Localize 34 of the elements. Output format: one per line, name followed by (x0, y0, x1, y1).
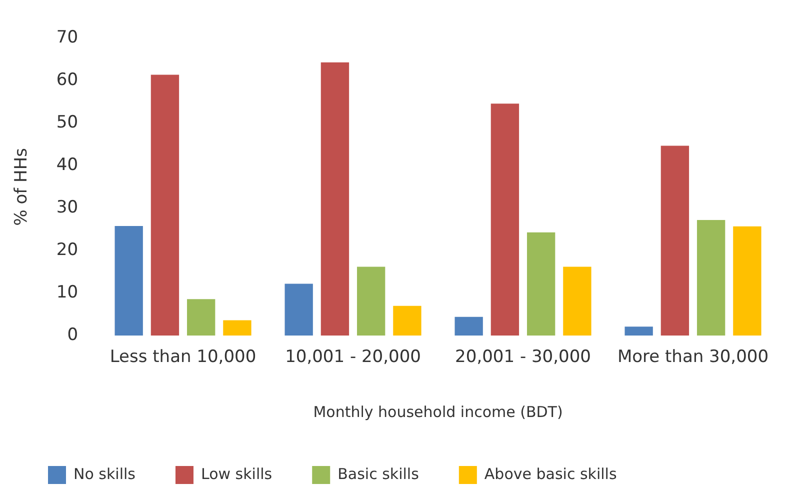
y-tick-label: 30 (56, 198, 78, 218)
y-tick-label: 0 (67, 325, 78, 346)
bar (454, 316, 483, 336)
y-tick-label: 40 (56, 155, 78, 176)
x-tick-label: 20,001 - 30,000 (455, 347, 591, 368)
bar (526, 232, 556, 336)
bar (150, 74, 180, 336)
bar (284, 284, 313, 336)
bar (696, 220, 726, 336)
legend-label: Above basic skills (484, 464, 617, 483)
bar (114, 226, 143, 336)
bar (223, 320, 252, 336)
bar (393, 306, 422, 336)
y-tick-label: 50 (56, 112, 78, 133)
legend-label: No skills (74, 464, 136, 483)
y-tick-label: 20 (56, 240, 78, 260)
x-tick-label: More than 30,000 (617, 347, 769, 368)
y-tick-label: 70 (56, 28, 78, 48)
x-axis-title: Monthly household income (BDT) (313, 402, 563, 421)
bar (490, 104, 520, 336)
y-axis-title: % of HHs (12, 148, 32, 226)
x-tick-label: 10,001 - 20,000 (285, 347, 421, 368)
y-tick-label: 10 (56, 282, 78, 303)
bar (356, 266, 386, 336)
bar (320, 62, 350, 336)
legend-label: Low skills (200, 464, 272, 483)
bar (733, 226, 762, 336)
bar (187, 299, 216, 336)
bar (563, 266, 592, 336)
legend-label: Basic skills (338, 464, 420, 483)
bar (660, 146, 690, 336)
x-tick-label: Less than 10,000 (110, 347, 256, 368)
bar (624, 326, 653, 336)
y-tick-label: 60 (56, 70, 78, 90)
